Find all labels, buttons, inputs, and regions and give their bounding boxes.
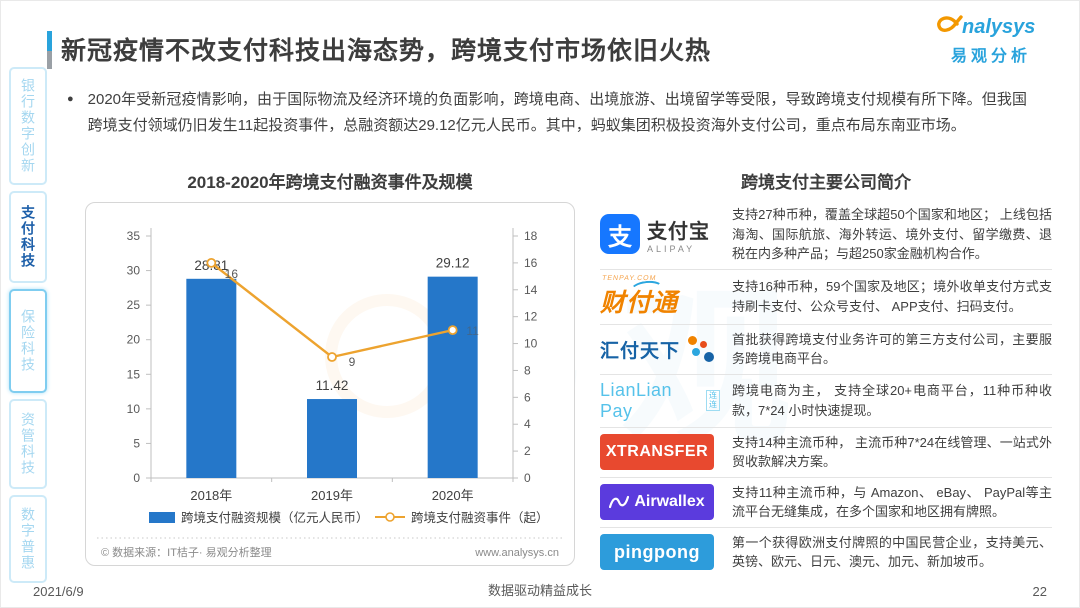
company-desc: 支持11种主流币种，与 Amazon、 eBay、 PayPal等主流平台无缝集… bbox=[732, 484, 1052, 520]
svg-text:18: 18 bbox=[524, 229, 538, 243]
sidebar-tab-label: 数字普惠 bbox=[20, 507, 36, 571]
svg-text:6: 6 bbox=[524, 390, 531, 404]
analysys-logo-icon: nalysys bbox=[937, 15, 1035, 38]
svg-text:8: 8 bbox=[524, 363, 531, 377]
svg-text:2019年: 2019年 bbox=[311, 488, 353, 503]
bullet-icon: ● bbox=[67, 93, 74, 105]
companies-section: 跨境支付主要公司简介 支 支付宝 ALIPAY 支持27种币种，覆盖全球超50个… bbox=[600, 168, 1052, 577]
svg-text:5: 5 bbox=[133, 436, 140, 450]
sidebar-tab-insurance-tech[interactable]: 保险科技 bbox=[9, 289, 47, 393]
svg-text:25: 25 bbox=[127, 298, 141, 312]
svg-text:30: 30 bbox=[127, 264, 141, 278]
svg-text:10: 10 bbox=[127, 402, 141, 416]
chart-card: 0510152025303502468101214161828.8111.422… bbox=[85, 202, 575, 566]
svg-text:16: 16 bbox=[225, 267, 239, 281]
chart-section: 2018-2020年跨境支付融资事件及规模 0 5 10 15 20 25 30 35 0 2 4 6… bbox=[85, 168, 575, 566]
alipay-logo: 支 支付宝 ALIPAY bbox=[600, 214, 710, 255]
svg-text:0: 0 bbox=[524, 471, 531, 485]
company-row-airwallex: Airwallex 支持11种主流币种，与 Amazon、 eBay、 PayP… bbox=[600, 478, 1052, 528]
footer-date: 2021/6/9 bbox=[33, 584, 84, 599]
analysys-logo: nalysys 易观分析 bbox=[935, 11, 1055, 66]
footer-slogan: 数据驱动精益成长 bbox=[487, 583, 592, 598]
svg-text:0: 0 bbox=[133, 471, 140, 485]
summary-text: 2020年受新冠疫情影响，由于国际物流及经济环境的负面影响，跨境电商、出境旅游、… bbox=[87, 91, 1027, 135]
svg-text:10: 10 bbox=[524, 337, 538, 351]
svg-text:nalysys: nalysys bbox=[962, 16, 1035, 38]
svg-text:跨境支付融资规模（亿元人民币）: 跨境支付融资规模（亿元人民币） bbox=[181, 510, 369, 525]
footer-page-number: 22 bbox=[1032, 584, 1047, 599]
svg-text:2: 2 bbox=[524, 444, 531, 458]
sidebar-tab-payment-tech[interactable]: 支付科技 bbox=[9, 191, 47, 283]
combo-chart: 0510152025303502468101214161828.8111.422… bbox=[97, 228, 563, 559]
svg-text:35: 35 bbox=[127, 229, 141, 243]
svg-text:12: 12 bbox=[524, 310, 538, 324]
svg-text:11.42: 11.42 bbox=[316, 378, 349, 393]
pingpong-logo: pingpong bbox=[600, 534, 714, 570]
alipay-icon: 支 bbox=[600, 214, 640, 255]
tenpay-logo: TENPAY.COM 财付通 bbox=[600, 275, 678, 319]
page-title: 新冠疫情不改支付科技出海态势，跨境支付市场依旧火热 bbox=[61, 37, 712, 65]
sidebar: 银行数字创新 支付科技 保险科技 资管科技 数字普惠 bbox=[9, 67, 47, 583]
svg-text:16: 16 bbox=[524, 256, 538, 270]
company-row-huifu: 汇付天下 首批获得跨境支付业务许可的第三方支付公司，主要服务跨境电商平台。 bbox=[600, 325, 1052, 375]
svg-text:2020年: 2020年 bbox=[432, 488, 474, 503]
company-desc: 第一个获得欧洲支付牌照的中国民营企业，支持美元、英镑、欧元、日元、澳元、加元、新… bbox=[732, 534, 1052, 570]
lianlian-logo-text: LianLian Pay bbox=[600, 379, 673, 421]
company-desc: 支持14种主流币种， 主流币种7*24在线管理、一站式外贸收款解决方案。 bbox=[732, 434, 1052, 470]
tenpay-logo-text: 财付通 bbox=[600, 288, 679, 317]
svg-text:14: 14 bbox=[524, 283, 538, 297]
company-row-alipay: 支 支付宝 ALIPAY 支持27种币种，覆盖全球超50个国家和地区； 上线包括… bbox=[600, 200, 1052, 270]
svg-text:2018年: 2018年 bbox=[190, 488, 232, 503]
company-row-lianlian: LianLian Pay 连连 跨境电商为主， 支持全球20+电商平台，11种币… bbox=[600, 375, 1052, 428]
company-desc: 支持27种币种，覆盖全球超50个国家和地区； 上线包括海淘、国际航旅、海外转运、… bbox=[732, 207, 1052, 261]
svg-text:11: 11 bbox=[466, 324, 479, 338]
analysys-logo-cn: 易观分析 bbox=[951, 48, 1032, 65]
alipay-logo-text: 支付宝 bbox=[647, 220, 710, 243]
svg-text:29.12: 29.12 bbox=[436, 256, 470, 271]
sidebar-tab-label: 保险科技 bbox=[20, 309, 36, 373]
airwallex-logo: Airwallex bbox=[600, 484, 714, 520]
footer: 2021/6/9 数据驱动精益成长 22 bbox=[1, 580, 1079, 599]
sidebar-tab-asset-tech[interactable]: 资管科技 bbox=[9, 399, 47, 489]
svg-text:20: 20 bbox=[127, 333, 141, 347]
chart-title: 2018-2020年跨境支付融资事件及规模 bbox=[187, 173, 473, 192]
airwallex-mark-icon bbox=[609, 495, 630, 509]
company-row-xtransfer: XTRANSFER 支持14种主流币种， 主流币种7*24在线管理、一站式外贸收… bbox=[600, 428, 1052, 478]
summary-bullet: ● 2020年受新冠疫情影响，由于国际物流及经济环境的负面影响，跨境电商、出境旅… bbox=[67, 87, 1027, 140]
svg-text:9: 9 bbox=[349, 355, 356, 369]
svg-text:15: 15 bbox=[127, 367, 141, 381]
sidebar-tab-label: 银行数字创新 bbox=[20, 78, 36, 174]
company-desc: 支持16种币种，59个国家及地区；境外收单支付方式支持刷卡支付、公众号支付、 A… bbox=[732, 279, 1052, 314]
huifu-logo-text: 汇付天下 bbox=[600, 340, 681, 362]
svg-text:跨境支付融资事件（起）: 跨境支付融资事件（起） bbox=[411, 510, 549, 525]
sidebar-tab-label: 支付科技 bbox=[20, 205, 36, 269]
companies-title: 跨境支付主要公司简介 bbox=[741, 173, 911, 192]
svg-text:www.analysys.cn: www.analysys.cn bbox=[474, 547, 559, 559]
svg-text:© 数据来源：IT桔子· 易观分析整理: © 数据来源：IT桔子· 易观分析整理 bbox=[101, 545, 272, 559]
lianlian-badge: 连连 bbox=[706, 389, 720, 412]
title-accent-bar bbox=[47, 31, 52, 69]
sidebar-tab-label: 资管科技 bbox=[20, 412, 36, 476]
company-row-tenpay: TENPAY.COM 财付通 支持16种币种，59个国家及地区；境外收单支付方式… bbox=[600, 270, 1052, 325]
huifu-swirl-icon bbox=[686, 334, 718, 364]
xtransfer-logo: XTRANSFER bbox=[600, 434, 714, 470]
company-row-pingpong: pingpong 第一个获得欧洲支付牌照的中国民营企业，支持美元、英镑、欧元、日… bbox=[600, 528, 1052, 577]
airwallex-logo-text: Airwallex bbox=[634, 493, 705, 510]
alipay-logo-subtext: ALIPAY bbox=[647, 243, 696, 254]
company-desc: 跨境电商为主， 支持全球20+电商平台，11种币种收款，7*24 小时快速提现。 bbox=[732, 383, 1052, 418]
sidebar-tab-banking-digital[interactable]: 银行数字创新 bbox=[9, 67, 47, 185]
sidebar-tab-digital-inclusion[interactable]: 数字普惠 bbox=[9, 495, 47, 583]
svg-text:4: 4 bbox=[524, 417, 531, 431]
company-desc: 首批获得跨境支付业务许可的第三方支付公司，主要服务跨境电商平台。 bbox=[732, 331, 1052, 367]
huifu-logo: 汇付天下 bbox=[600, 334, 718, 364]
lianlian-logo: LianLian Pay 连连 bbox=[600, 380, 720, 422]
